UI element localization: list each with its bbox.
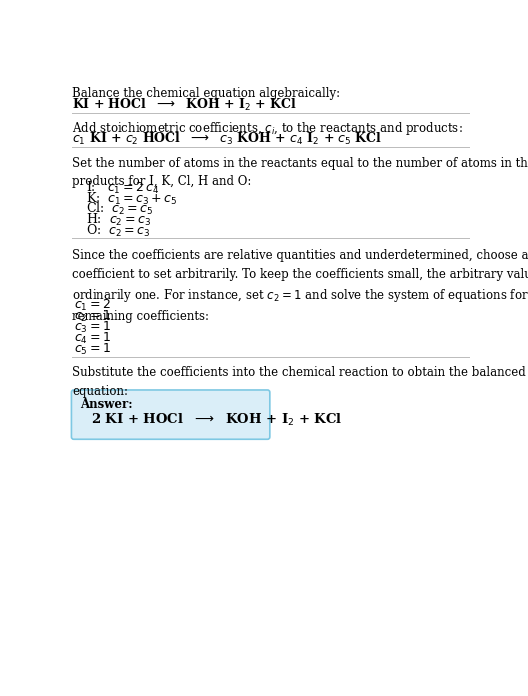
Text: $c_4 = 1$: $c_4 = 1$ [74,331,111,346]
Text: Substitute the coefficients into the chemical reaction to obtain the balanced
eq: Substitute the coefficients into the che… [72,366,526,397]
Text: I:   $c_1 = 2\,c_4$: I: $c_1 = 2\,c_4$ [86,180,159,196]
Text: Add stoichiometric coefficients, $c_i$, to the reactants and products:: Add stoichiometric coefficients, $c_i$, … [72,120,463,138]
Text: $c_1$ KI + $c_2$ HOCl  $\longrightarrow$  $c_3$ KOH + $c_4$ I$_2$ + $c_5$ KCl: $c_1$ KI + $c_2$ HOCl $\longrightarrow$ … [72,130,382,147]
Text: 2 KI + HOCl  $\longrightarrow$  KOH + I$_2$ + KCl: 2 KI + HOCl $\longrightarrow$ KOH + I$_2… [91,412,342,429]
Text: K:  $c_1 = c_3 + c_5$: K: $c_1 = c_3 + c_5$ [86,191,177,207]
Text: Answer:: Answer: [80,398,133,411]
Text: $c_3 = 1$: $c_3 = 1$ [74,320,111,335]
Text: $c_5 = 1$: $c_5 = 1$ [74,342,111,356]
Text: Since the coefficients are relative quantities and underdetermined, choose a
coe: Since the coefficients are relative quan… [72,249,528,323]
Text: Cl:  $c_2 = c_5$: Cl: $c_2 = c_5$ [86,201,154,217]
FancyBboxPatch shape [71,390,270,439]
Text: Balance the chemical equation algebraically:: Balance the chemical equation algebraica… [72,88,341,100]
Text: O:  $c_2 = c_3$: O: $c_2 = c_3$ [86,223,150,239]
Text: $c_1 = 2$: $c_1 = 2$ [74,299,110,313]
Text: Set the number of atoms in the reactants equal to the number of atoms in the
pro: Set the number of atoms in the reactants… [72,157,528,188]
Text: $c_2 = 1$: $c_2 = 1$ [74,309,111,324]
Text: KI + HOCl  $\longrightarrow$  KOH + I$_2$ + KCl: KI + HOCl $\longrightarrow$ KOH + I$_2$ … [72,97,297,113]
Text: H:  $c_2 = c_3$: H: $c_2 = c_3$ [86,212,151,228]
